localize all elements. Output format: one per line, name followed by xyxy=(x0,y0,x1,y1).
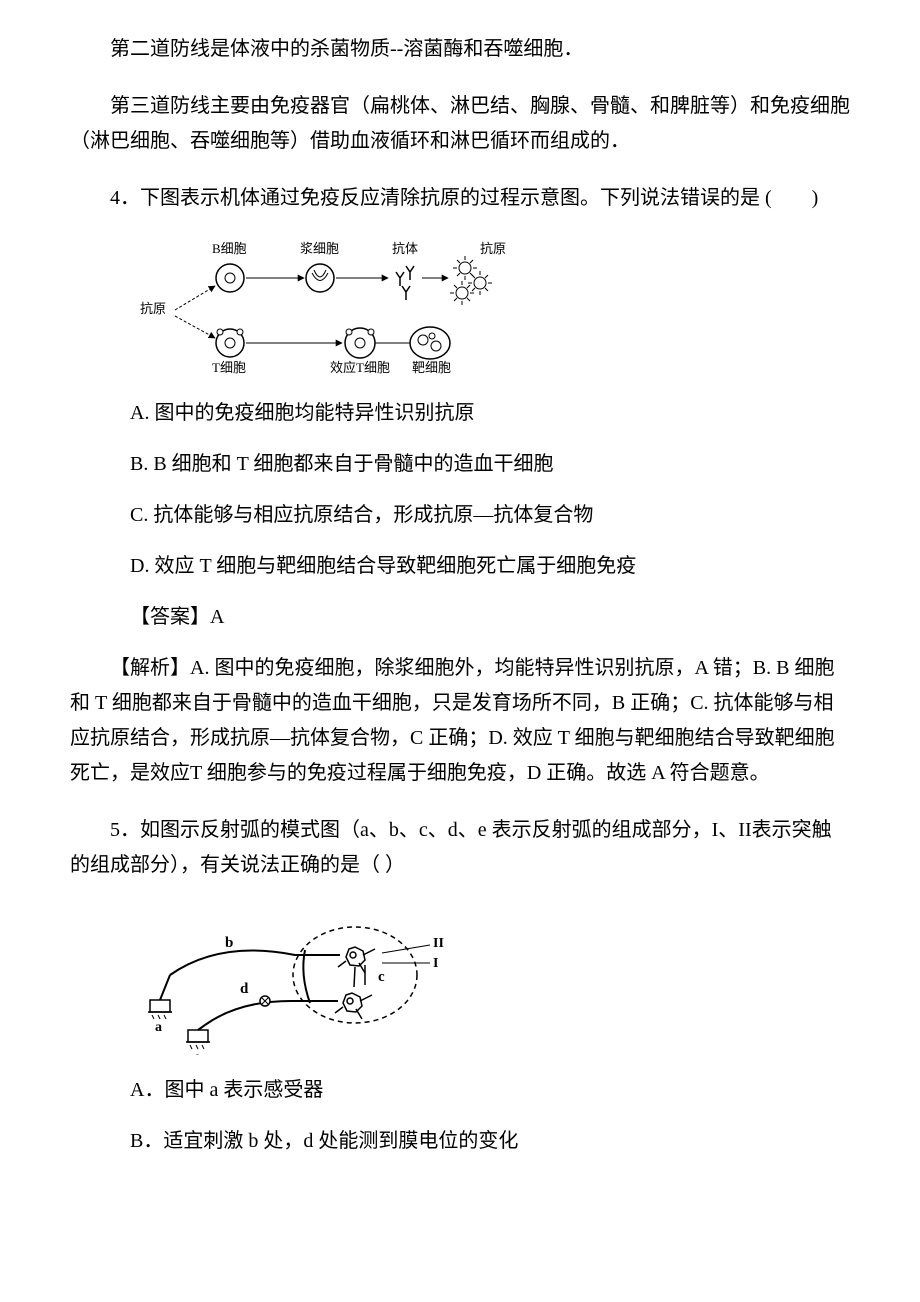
fig1-label-plasma: 浆细胞 xyxy=(300,241,339,256)
fig2-label-d: d xyxy=(240,981,249,997)
q5-stem: 5．如图示反射弧的模式图（a、b、c、d、e 表示反射弧的组成部分，I、II表示… xyxy=(70,813,850,883)
fig1-label-tcell: T细胞 xyxy=(212,360,246,375)
fig1-label-efft: 效应T细胞 xyxy=(330,360,390,375)
fig1-label-antibody: 抗体 xyxy=(392,241,418,256)
q5-option-b: B．适宜刺激 b 处，d 处能测到膜电位的变化 xyxy=(70,1124,850,1159)
paragraph-line3: 第三道防线主要由免疫器官（扁桃体、淋巴结、胸腺、骨髓、和脾脏等）和免疫细胞（淋巴… xyxy=(70,89,850,159)
fig1-label-antigen-top: 抗原 xyxy=(480,241,506,256)
q5-option-a: A．图中 a 表示感受器 xyxy=(70,1073,850,1108)
q5-figure: c II I b d a e xyxy=(70,905,850,1055)
fig2-label-e: e xyxy=(194,1050,200,1055)
q4-stem: 4．下图表示机体通过免疫反应清除抗原的过程示意图。下列说法错误的是 ( ) xyxy=(70,181,850,216)
fig2-label-b: b xyxy=(225,935,233,951)
q4-answer: 【答案】A xyxy=(70,600,850,635)
paragraph-line2: 第二道防线是体液中的杀菌物质--溶菌酶和吞噬细胞． xyxy=(70,32,850,67)
fig2-label-II: II xyxy=(433,936,444,951)
q4-option-c: C. 抗体能够与相应抗原结合，形成抗原—抗体复合物 xyxy=(70,498,850,533)
q4-option-a: A. 图中的免疫细胞均能特异性识别抗原 xyxy=(70,396,850,431)
q4-figure: 抗原 B细胞 浆细胞 抗体 xyxy=(70,238,850,378)
fig2-label-c: c xyxy=(378,969,385,985)
q4-option-b: B. B 细胞和 T 细胞都来自于骨髓中的造血干细胞 xyxy=(70,447,850,482)
fig1-label-antigen-left: 抗原 xyxy=(140,301,166,316)
q4-explanation: 【解析】A. 图中的免疫细胞，除浆细胞外，均能特异性识别抗原，A 错；B. B … xyxy=(70,651,850,791)
fig2-label-I: I xyxy=(433,956,438,971)
fig2-label-a: a xyxy=(155,1020,162,1035)
fig1-label-target: 靶细胞 xyxy=(412,360,451,375)
q4-option-d: D. 效应 T 细胞与靶细胞结合导致靶细胞死亡属于细胞免疫 xyxy=(70,549,850,584)
fig1-label-bcell: B细胞 xyxy=(212,241,247,256)
